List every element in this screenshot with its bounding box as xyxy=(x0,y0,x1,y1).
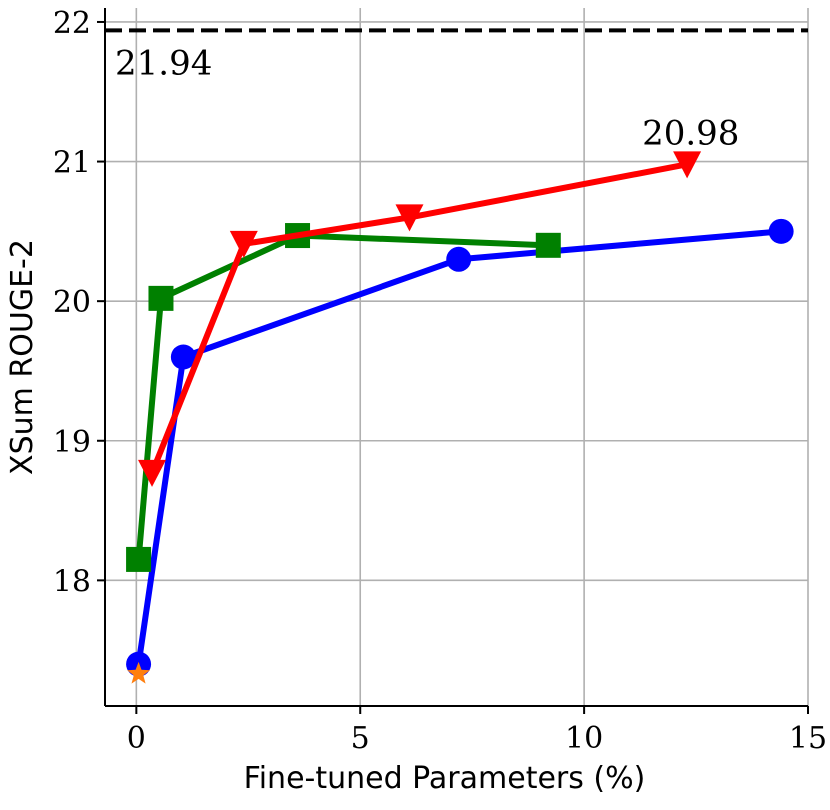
series-line xyxy=(135,232,549,560)
series-end-label: 20.98 xyxy=(642,113,739,153)
y-tick-label: 19 xyxy=(53,425,91,460)
reference-line-label: 21.94 xyxy=(115,43,212,83)
x-tick-label: 5 xyxy=(351,721,370,756)
y-tick-label: 20 xyxy=(53,285,91,320)
y-axis-title: XSum ROUGE-2 xyxy=(5,239,40,475)
data-point xyxy=(138,459,167,487)
x-tick-label: 0 xyxy=(127,721,146,756)
data-point xyxy=(148,285,174,311)
series-2 xyxy=(138,151,702,487)
y-tick-label: 18 xyxy=(53,564,91,599)
x-axis-title: Fine-tuned Parameters (%) xyxy=(244,761,646,796)
series-line xyxy=(135,228,782,665)
series-line xyxy=(149,161,688,474)
data-point xyxy=(768,218,794,244)
data-point xyxy=(535,232,561,258)
series-3 xyxy=(127,661,150,684)
data-point xyxy=(126,546,152,572)
series-1 xyxy=(126,223,561,572)
data-point xyxy=(673,151,702,179)
data-point xyxy=(127,661,150,684)
data-point xyxy=(170,344,196,370)
y-tick-label: 22 xyxy=(53,6,91,41)
data-point xyxy=(446,246,472,272)
plot-area xyxy=(126,151,794,684)
data-point xyxy=(395,204,424,232)
series-0 xyxy=(126,218,794,677)
x-tick-label: 10 xyxy=(565,721,603,756)
y-tick-label: 21 xyxy=(53,146,91,181)
x-tick-label: 15 xyxy=(789,721,827,756)
data-point xyxy=(229,230,258,258)
